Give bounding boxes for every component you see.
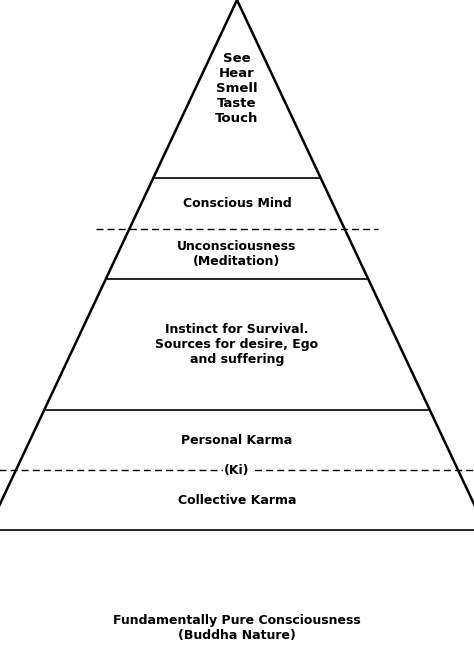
Text: Conscious Mind: Conscious Mind [182, 197, 292, 210]
Text: Personal Karma: Personal Karma [182, 433, 292, 447]
Text: Unconsciousness
(Meditation): Unconsciousness (Meditation) [177, 240, 297, 268]
Text: Fundamentally Pure Consciousness
(Buddha Nature): Fundamentally Pure Consciousness (Buddha… [113, 614, 361, 642]
Text: (Ki): (Ki) [224, 464, 250, 477]
Text: Instinct for Survival.
Sources for desire, Ego
and suffering: Instinct for Survival. Sources for desir… [155, 323, 319, 366]
Text: Collective Karma: Collective Karma [178, 493, 296, 507]
Text: See
Hear
Smell
Taste
Touch: See Hear Smell Taste Touch [215, 52, 259, 126]
